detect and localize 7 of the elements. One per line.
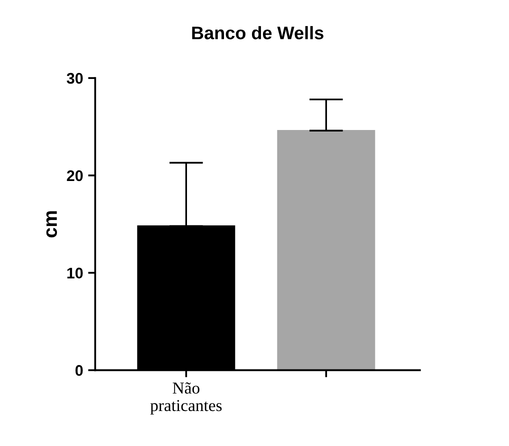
y-tick-label: 30 xyxy=(66,72,83,84)
y-axis-title: cm xyxy=(46,211,57,238)
y-tick-label: 20 xyxy=(66,170,83,182)
x-tick-label: Não praticantes xyxy=(150,382,222,415)
chart-title: Banco de Wells xyxy=(192,26,324,40)
y-tick-label: 0 xyxy=(75,365,83,376)
y-tick-label: 10 xyxy=(67,268,83,278)
